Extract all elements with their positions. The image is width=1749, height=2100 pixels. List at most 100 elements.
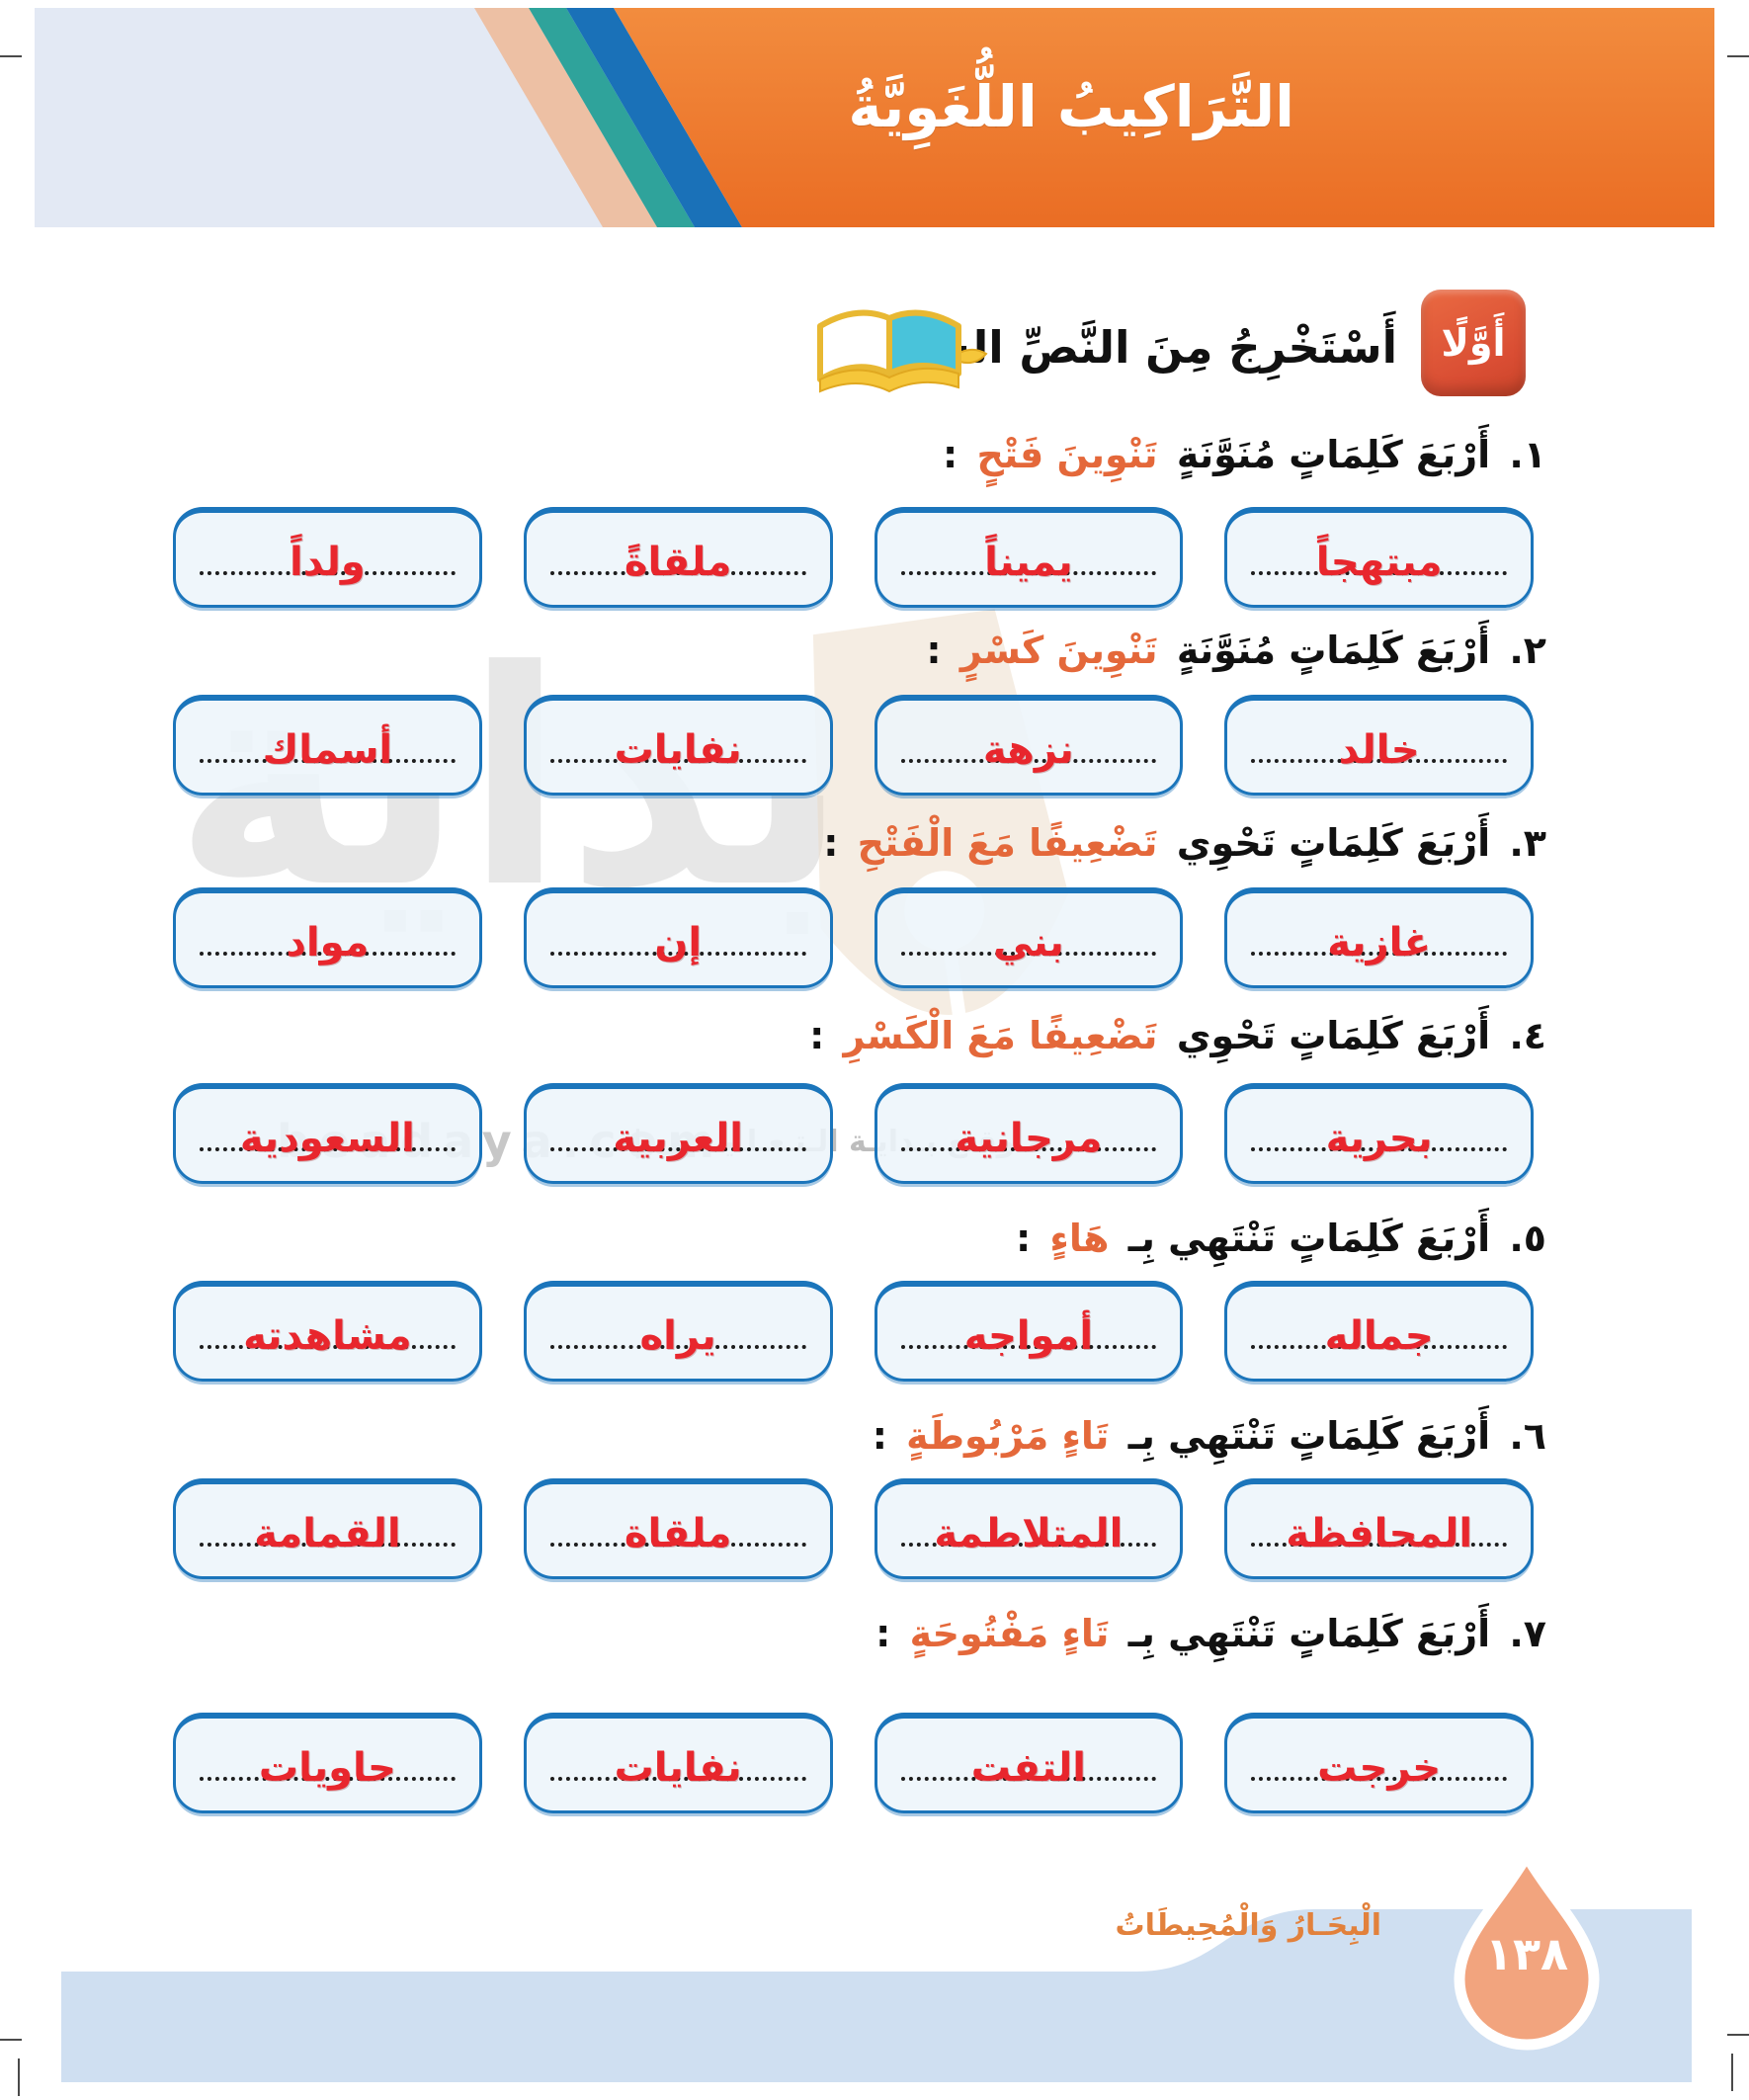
question-colon: :: [943, 433, 958, 476]
answer-text: المحافظة: [1286, 1511, 1473, 1556]
answer-box[interactable]: خالد: [1224, 695, 1534, 796]
answer-text: بني: [992, 920, 1064, 966]
dotted-line: [1251, 759, 1507, 763]
question-colon: :: [823, 821, 839, 865]
answer-text: السعودية: [239, 1116, 415, 1161]
answer-box[interactable]: خرجت: [1224, 1713, 1534, 1813]
answer-box[interactable]: غازية: [1224, 887, 1534, 988]
question-heading-7: ٧. أَرْبَعَ كَلِمَاتٍ تَنْتَهِي بِـ تَاء…: [870, 1604, 1546, 1664]
answer-box[interactable]: مواد: [173, 887, 482, 988]
answer-row-6: المحافظة المتلاطمة ملقاة القمامة: [173, 1478, 1534, 1579]
question-number: ٣.: [1509, 821, 1546, 865]
answer-box[interactable]: القمامة: [173, 1478, 482, 1579]
stripe-blue: [566, 8, 742, 227]
crop-mark: [1727, 2034, 1749, 2036]
dotted-line: [549, 759, 806, 763]
question-number: ٥.: [1509, 1217, 1546, 1260]
answer-row-4: بحرية مرجانية العربية السعودية: [173, 1083, 1534, 1184]
question-heading-4: ٤. أَرْبَعَ كَلِمَاتٍ تَحْوِي تَضْعِيفًا…: [803, 1006, 1546, 1066]
answer-box[interactable]: يراه: [523, 1281, 833, 1382]
dotted-line: [200, 952, 456, 956]
crop-mark: [0, 55, 22, 57]
question-colon: :: [872, 1414, 887, 1458]
dotted-line: [200, 1147, 456, 1151]
answer-text: مبتهجاً: [1315, 540, 1443, 585]
answer-box[interactable]: أسماك: [173, 695, 482, 796]
crop-mark: [18, 2058, 20, 2096]
question-colon: :: [875, 1612, 891, 1655]
answer-box[interactable]: السعودية: [173, 1083, 482, 1184]
question-highlight: تَنْوِينَ فَتْحٍ: [976, 433, 1158, 476]
dotted-line: [549, 1345, 806, 1349]
answer-box[interactable]: إن: [523, 887, 833, 988]
dotted-line: [549, 1543, 806, 1547]
dotted-line: [900, 759, 1157, 763]
question-highlight: تَاءٍ مَرْبُوطَةٍ: [906, 1414, 1110, 1458]
answer-text: التفت: [970, 1745, 1086, 1791]
answer-box[interactable]: مرجانية: [874, 1083, 1184, 1184]
answer-box[interactable]: أمواجه: [874, 1281, 1184, 1382]
dotted-line: [549, 952, 806, 956]
question-text: أَرْبَعَ كَلِمَاتٍ تَنْتَهِي بِـ: [1127, 1217, 1491, 1260]
answer-box[interactable]: جماله: [1224, 1281, 1534, 1382]
question-number: ٢.: [1509, 629, 1546, 672]
answer-text: خرجت: [1317, 1745, 1442, 1791]
stripe-teal: [529, 8, 695, 227]
question-heading-3: ٣. أَرْبَعَ كَلِمَاتٍ تَحْوِي تَضْعِيفًا…: [817, 813, 1546, 874]
question-highlight: تَاءٍ مَفْتُوحَةٍ: [909, 1612, 1110, 1655]
answer-box[interactable]: نزهة: [874, 695, 1184, 796]
question-text: أَرْبَعَ كَلِمَاتٍ تَنْتَهِي بِـ: [1127, 1612, 1491, 1655]
answer-text: غازية: [1327, 920, 1431, 966]
question-text: أَرْبَعَ كَلِمَاتٍ تَحْوِي: [1176, 1014, 1491, 1057]
answer-box[interactable]: بني: [874, 887, 1184, 988]
answer-text: المتلاطمة: [934, 1511, 1124, 1556]
answer-row-2: خالد نزهة نفايات أسماك: [173, 695, 1534, 796]
question-colon: :: [809, 1014, 825, 1057]
dotted-line: [549, 571, 806, 575]
answer-box[interactable]: ملقاة: [523, 1478, 833, 1579]
answer-text: يميناً: [984, 540, 1073, 585]
question-text: أَرْبَعَ كَلِمَاتٍ مُنَوَّنَةٍ: [1176, 433, 1491, 476]
dotted-line: [900, 1345, 1157, 1349]
stripe-orange-main: [614, 8, 1714, 227]
answer-box[interactable]: يميناً: [874, 507, 1184, 608]
footer-wave: [61, 1848, 1692, 2082]
answer-text: نزهة: [982, 727, 1074, 773]
dotted-line: [1251, 1345, 1507, 1349]
open-book-icon: [817, 309, 988, 393]
answer-box[interactable]: نفايات: [523, 695, 833, 796]
dotted-line: [200, 759, 456, 763]
question-highlight: تَضْعِيفًا مَعَ الْفَتْحِ: [857, 821, 1158, 865]
answer-box[interactable]: العربية: [523, 1083, 833, 1184]
answer-text: إن: [654, 920, 703, 966]
dotted-line: [549, 1777, 806, 1781]
question-number: ١.: [1509, 433, 1546, 476]
dotted-line: [900, 571, 1157, 575]
footer-band: [61, 1909, 1692, 2082]
question-heading-2: ٢. أَرْبَعَ كَلِمَاتٍ مُنَوَّنَةٍ تَنْوِ…: [920, 621, 1546, 681]
answer-box[interactable]: المحافظة: [1224, 1478, 1534, 1579]
answer-text: نفايات: [614, 1745, 742, 1791]
dotted-line: [900, 1147, 1157, 1151]
answer-row-3: غازية بني إن مواد: [173, 887, 1534, 988]
question-number: ٤.: [1509, 1014, 1546, 1057]
question-number: ٦.: [1509, 1414, 1546, 1458]
question-number: ٧.: [1509, 1612, 1546, 1655]
answer-box[interactable]: المتلاطمة: [874, 1478, 1184, 1579]
answer-box[interactable]: مشاهدته: [173, 1281, 482, 1382]
answer-box[interactable]: ملقاةً: [523, 507, 833, 608]
answer-box[interactable]: بحرية: [1224, 1083, 1534, 1184]
answer-box[interactable]: نفايات: [523, 1713, 833, 1813]
crop-mark: [1727, 55, 1749, 57]
answer-box[interactable]: ولداً: [173, 507, 482, 608]
answer-text: خالد: [1338, 727, 1420, 773]
answer-row-7: خرجت التفت نفايات حاويات: [173, 1713, 1534, 1813]
answer-box[interactable]: مبتهجاً: [1224, 507, 1534, 608]
dotted-line: [1251, 952, 1507, 956]
page-number: ١٣٨: [1484, 1927, 1569, 1980]
page-title: التَّرَاكِيبُ اللُّغَوِيَّةُ: [848, 73, 1294, 140]
dotted-line: [200, 571, 456, 575]
answer-box[interactable]: حاويات: [173, 1713, 482, 1813]
answer-box[interactable]: التفت: [874, 1713, 1184, 1813]
